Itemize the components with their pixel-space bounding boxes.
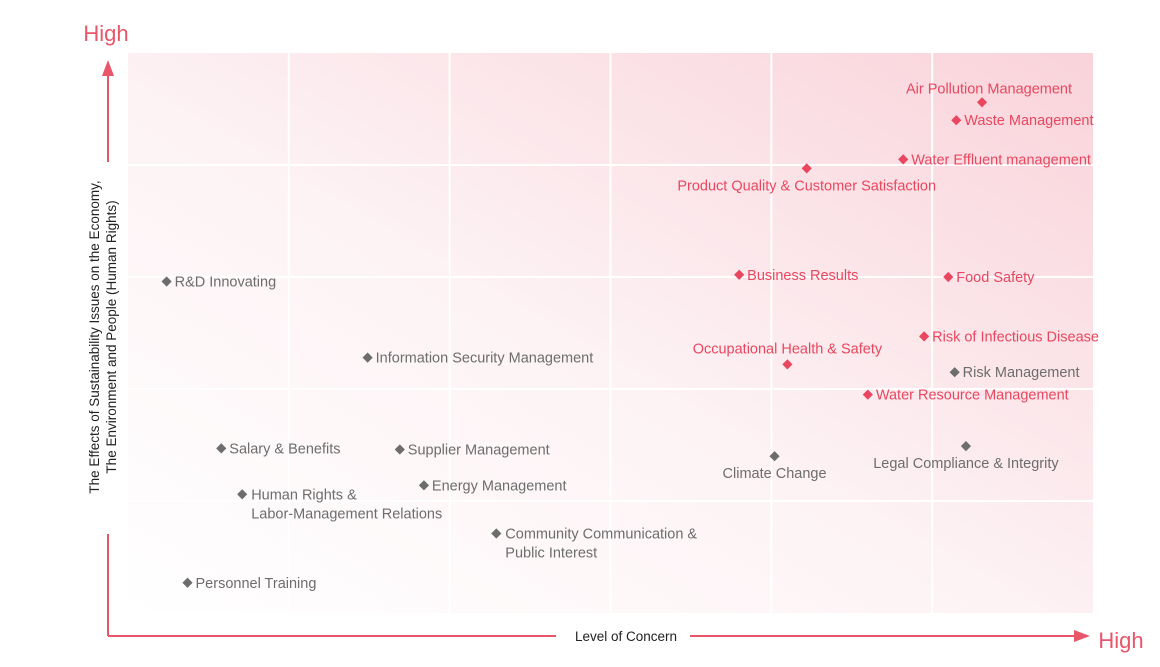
y-axis-title-line-2: The Environment and People (Human Rights… [104, 200, 119, 473]
data-point-label-line: Human Rights & [251, 487, 357, 503]
data-point-marker [943, 271, 954, 283]
data-point-label: Risk of Infectious Disease [932, 329, 1099, 345]
data-point-label: Risk Management [963, 365, 1080, 381]
data-point-label: Human Rights & Labor-Management Relations [251, 487, 442, 522]
data-point-label: Community Communication & Public Interest [505, 526, 697, 561]
data-point-marker [491, 528, 502, 539]
x-axis-arrow [1074, 630, 1090, 642]
x-axis-title: Level of Concern [575, 629, 677, 644]
data-point-label: Climate Change [723, 466, 827, 482]
data-point-label: Product Quality & Customer Satisfaction [677, 178, 936, 194]
data-point-marker [862, 389, 873, 400]
data-point-label: Energy Management [432, 478, 567, 494]
data-point-label: Business Results [747, 268, 858, 284]
y-axis-arrow [102, 60, 114, 76]
data-point-label: Information Security Management [376, 351, 594, 367]
x-high-label: High [1098, 628, 1143, 653]
data-point-marker [394, 444, 405, 455]
data-point-label: Legal Compliance & Integrity [873, 456, 1059, 472]
y-axis-title-line-1: The Effects of Sustainability Issues on … [87, 180, 102, 493]
data-point-marker [960, 441, 972, 452]
data-point-label-line: Labor-Management Relations [251, 506, 442, 522]
data-point-label: Personnel Training [196, 576, 317, 592]
data-point-label: Food Safety [956, 270, 1035, 286]
data-point-label-line: Community Communication & [505, 526, 697, 542]
data-point-label-line: Public Interest [505, 545, 597, 561]
data-point-label: Occupational Health & Safety [693, 341, 883, 357]
data-point-marker [362, 352, 373, 363]
grid [128, 53, 1093, 613]
data-point-label: Supplier Management [408, 442, 550, 458]
data-point-marker [216, 443, 227, 454]
data-point-marker [237, 489, 248, 500]
data-point-label: R&D Innovating [175, 274, 277, 290]
data-point-label: Water Effluent management [911, 152, 1091, 168]
data-point-marker [161, 276, 172, 287]
data-point-marker [769, 451, 780, 462]
data-point-marker [951, 115, 962, 126]
data-point-marker [418, 480, 430, 491]
data-point-label: Waste Management [964, 113, 1093, 129]
data-point-label: Salary & Benefits [229, 441, 340, 457]
data-point-marker [976, 97, 988, 108]
data-point-marker [898, 154, 909, 165]
data-point-label: Water Resource Management [876, 388, 1069, 404]
y-high-label: High [83, 21, 128, 46]
data-point-label: Air Pollution Management [906, 81, 1072, 97]
data-point-marker [782, 359, 793, 370]
data-points: Air Pollution Management Waste Management… [161, 81, 1099, 592]
